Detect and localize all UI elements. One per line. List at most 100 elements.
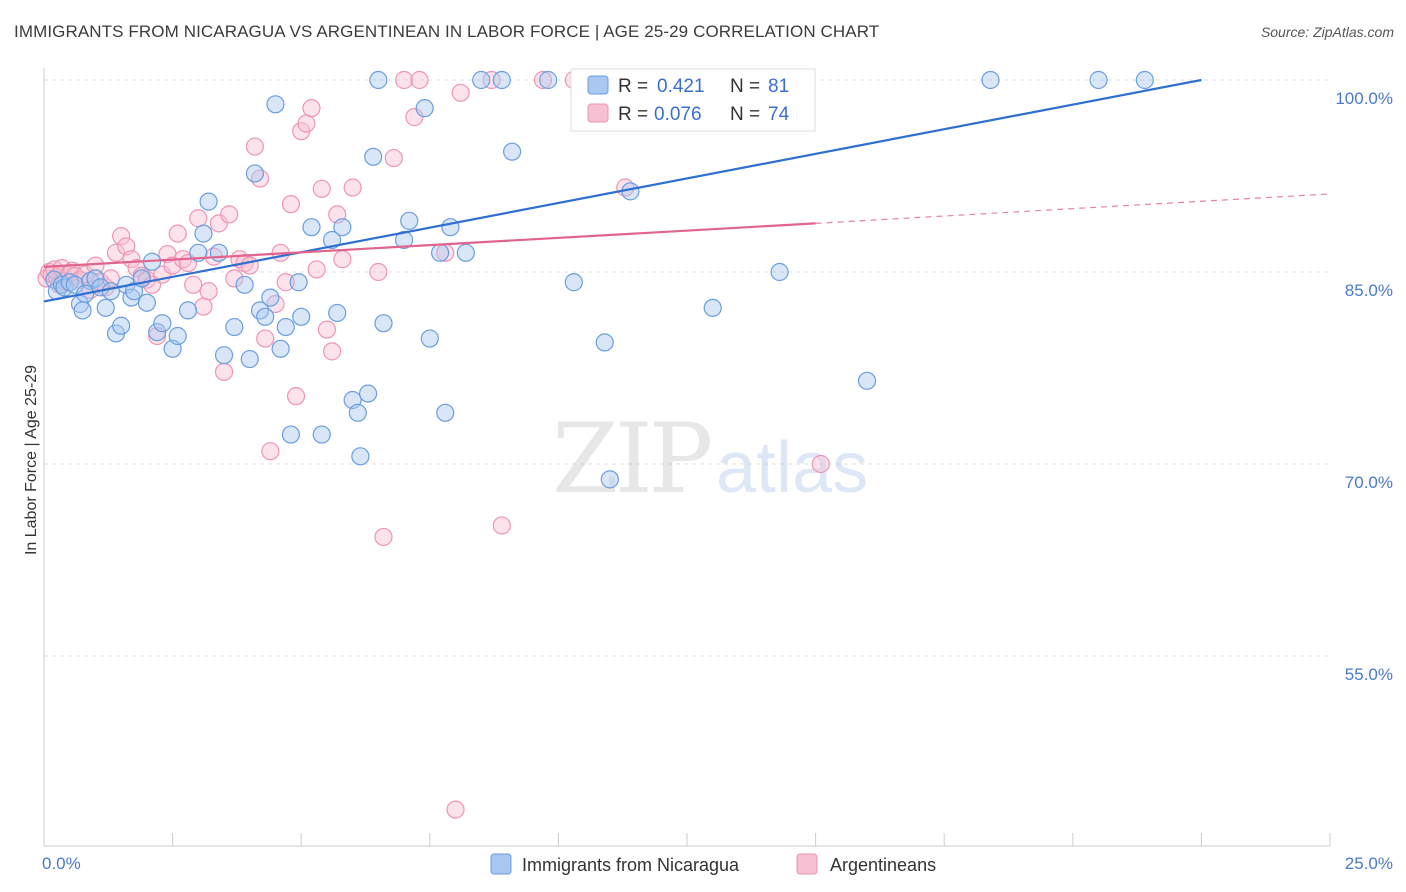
blue-point (209, 243, 228, 262)
series-legend-label-blue: Immigrants from Nicaragua (522, 855, 740, 875)
blue-point (1135, 70, 1154, 90)
legend-n-label-pink: N = (730, 104, 760, 125)
pink-point (374, 527, 393, 547)
svg-text:atlas: atlas (716, 428, 868, 508)
blue-point (539, 70, 558, 90)
stats-legend: R = 0.421 N = 81 R = 0.076 N = 74 (570, 68, 816, 132)
blue-point (266, 95, 285, 114)
blue-point (312, 425, 331, 444)
blue-point (322, 230, 342, 250)
legend-n-label-blue: N = (730, 76, 760, 97)
blue-point (256, 307, 275, 326)
blue-point (261, 288, 280, 307)
blue-point (271, 339, 290, 358)
pink-point (405, 108, 424, 127)
blue-point (178, 301, 198, 320)
pink-point (220, 205, 239, 224)
blue-point (456, 243, 475, 262)
chart-title: IMMIGRANTS FROM NICARAGUA VS ARGENTINEAN… (14, 22, 880, 41)
legend-n-value-pink: 74 (768, 104, 790, 125)
legend-r-value-blue: 0.421 (657, 76, 705, 97)
pink-point (317, 320, 337, 339)
blue-point (194, 224, 213, 243)
pink-point (184, 275, 203, 294)
blue-point (302, 218, 321, 237)
y-axis-title: In Labor Force | Age 25-29 (23, 365, 40, 555)
blue-point (770, 262, 789, 282)
blue-point (60, 273, 79, 292)
pink-point (209, 214, 228, 233)
legend-swatch-pink (587, 103, 609, 123)
blue-point (153, 314, 172, 333)
pink-point (276, 273, 295, 292)
watermark: ZIP atlas (552, 403, 868, 515)
blue-point (96, 298, 115, 317)
blue-point (348, 403, 367, 422)
pink-point (394, 70, 414, 90)
series-legend: Immigrants from Nicaragua Argentineans (490, 853, 936, 875)
blue-point (101, 282, 120, 301)
argentineans-points (37, 70, 830, 819)
y-tick-label: 55.0% (1345, 665, 1393, 684)
pink-point (122, 250, 141, 269)
y-tick-labels: 55.0% 70.0% 85.0% 100.0% (1335, 89, 1393, 684)
pink-point (492, 516, 511, 535)
series-legend-swatch-pink (796, 853, 818, 875)
blue-point (492, 70, 511, 90)
pink-point (250, 169, 270, 188)
pink-point (240, 256, 259, 275)
blue-point (351, 447, 370, 466)
pink-point (343, 178, 362, 197)
y-tick-label: 85.0% (1345, 281, 1393, 300)
pink-point (312, 179, 331, 198)
pink-point (112, 227, 131, 246)
source-label: Source: ZipAtlas.com (1260, 24, 1394, 40)
blue-point (289, 273, 308, 292)
blue-point (328, 303, 347, 323)
legend-r-value-pink: 0.076 (654, 104, 702, 125)
blue-point (703, 298, 722, 317)
x-tick-label-max: 25.0% (1345, 854, 1393, 873)
pink-point (333, 250, 352, 269)
blue-point (73, 301, 92, 320)
blue-point (564, 273, 583, 292)
pink-point (281, 195, 301, 214)
pink-point (225, 269, 244, 288)
blue-point (595, 333, 614, 352)
blue-point (1089, 70, 1108, 90)
svg-text:ZIP: ZIP (552, 403, 711, 515)
pink-point (811, 454, 830, 474)
blue-point (369, 70, 388, 90)
pink-point (451, 83, 470, 102)
argentineans-trend-projection (815, 193, 1331, 224)
pink-point (286, 387, 306, 406)
legend-swatch-blue (587, 75, 609, 95)
gridlines (44, 79, 1330, 657)
series-legend-swatch-blue (490, 853, 512, 875)
series-legend-label-pink: Argentineans (830, 855, 936, 875)
blue-point (436, 403, 455, 422)
blue-point (857, 371, 877, 390)
pink-point (101, 269, 120, 288)
nicaragua-trend-line (43, 78, 1202, 303)
blue-point (240, 349, 259, 369)
pink-point (168, 224, 187, 243)
blue-point (55, 278, 74, 297)
pink-point (261, 442, 280, 461)
pink-point (384, 148, 403, 168)
pink-point (322, 342, 342, 361)
blue-point (400, 211, 419, 230)
pink-point (199, 282, 218, 301)
blue-point (112, 316, 131, 335)
blue-point (364, 147, 383, 166)
blue-point (981, 70, 1000, 90)
blue-point (225, 317, 244, 337)
blue-point (374, 314, 393, 333)
nicaragua-points (45, 70, 1154, 489)
blue-point (441, 218, 460, 237)
blue-point (245, 164, 265, 183)
pink-point (482, 70, 501, 90)
blue-point (276, 317, 295, 337)
x-tick-label-min: 0.0% (42, 854, 81, 873)
